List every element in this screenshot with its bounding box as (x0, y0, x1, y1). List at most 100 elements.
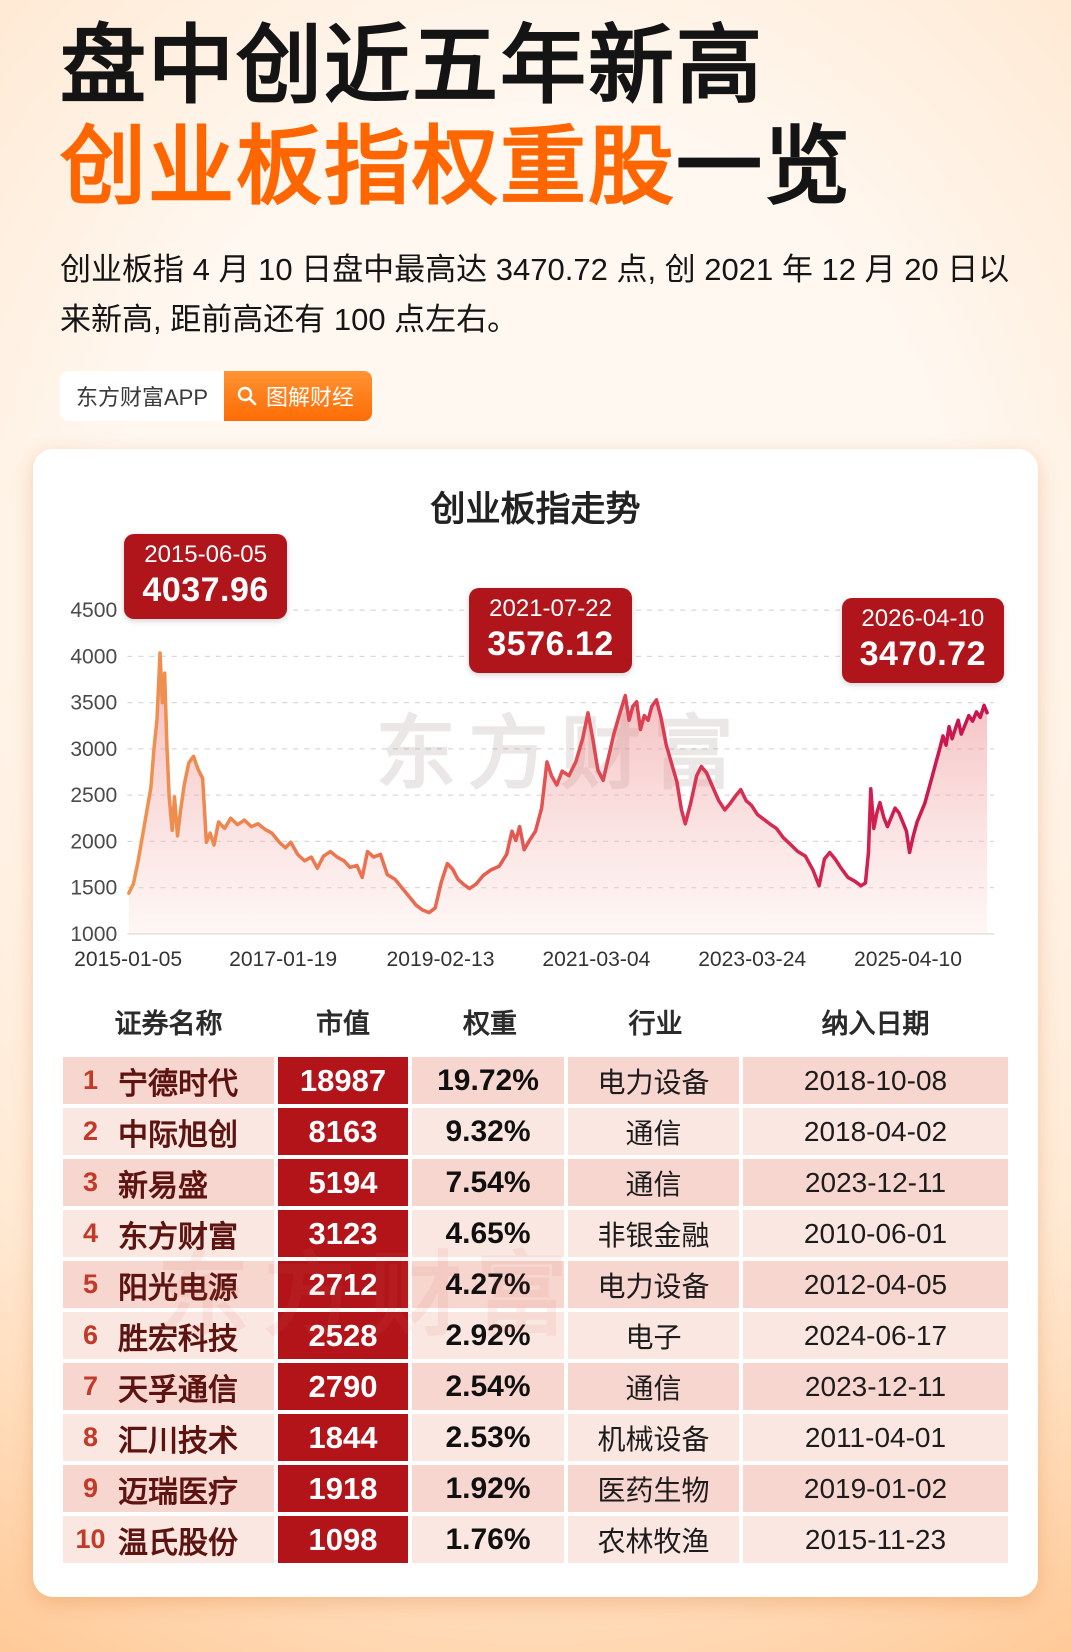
table-row: 5 阳光电源 2712 4.27% 电力设备 2012-04-05 (63, 1261, 1008, 1313)
channel-badge[interactable]: 图解财经 (224, 371, 373, 422)
stock-name-cell: 新易盛 (118, 1169, 208, 1203)
weight-cell: 9.32% (412, 1108, 568, 1156)
stock-name-cell: 中际旭创 (118, 1118, 238, 1152)
table-body: 1 宁德时代 18987 19.72% 电力设备 2018-10-08 2 中际… (63, 1057, 1008, 1568)
svg-text:2019-02-13: 2019-02-13 (387, 948, 495, 971)
annotation-2021-peak: 2021-07-22 3576.12 (469, 588, 632, 673)
svg-text:1000: 1000 (70, 923, 117, 946)
industry-cell: 通信 (568, 1363, 743, 1411)
market-cap-cell: 5194 (274, 1159, 412, 1207)
industry-cell: 农林牧渔 (568, 1516, 743, 1564)
inclusion-date-cell: 2011-04-01 (804, 1421, 947, 1453)
inclusion-date-cell: 2024-06-17 (803, 1319, 948, 1351)
inclusion-date-cell: 2023-12-11 (804, 1166, 947, 1198)
main-title: 盘中创近五年新高 创业板指权重股一览 (60, 16, 1011, 219)
weight-cell: 7.54% (412, 1159, 568, 1207)
rank-cell: 8 (82, 1422, 99, 1453)
rank-cell: 2 (82, 1116, 99, 1147)
svg-text:3000: 3000 (70, 738, 117, 761)
stock-name-cell: 东方财富 (118, 1220, 238, 1254)
table-row: 1 宁德时代 18987 19.72% 电力设备 2018-10-08 (63, 1057, 1008, 1109)
industry-cell: 通信 (568, 1108, 743, 1156)
app-name-badge[interactable]: 东方财富APP (60, 371, 225, 422)
annotation-latest-high: 2026-04-10 3470.72 (841, 598, 1004, 683)
weight-cell: 2.92% (412, 1312, 568, 1360)
annotation-value: 4037.96 (142, 570, 269, 609)
inclusion-date-cell: 2010-06-01 (803, 1217, 948, 1249)
weight-cell: 1.76% (412, 1516, 568, 1564)
market-cap-cell: 18987 (274, 1057, 412, 1105)
annotation-date: 2026-04-10 (861, 605, 985, 633)
table-row: 9 迈瑞医疗 1918 1.92% 医药生物 2019-01-02 (63, 1465, 1008, 1517)
industry-cell: 电子 (568, 1312, 743, 1360)
chart-title: 创业板指走势 (430, 490, 641, 530)
table-row: 10 温氏股份 1098 1.76% 农林牧渔 2015-11-23 (63, 1516, 1008, 1568)
main-title-line2-black: 一览 (676, 119, 852, 216)
svg-text:1500: 1500 (70, 877, 117, 900)
svg-text:2023-03-24: 2023-03-24 (698, 948, 806, 971)
stock-name-cell: 温氏股份 (118, 1526, 238, 1560)
header-inclusion-date: 纳入日期 (821, 1009, 930, 1040)
annotation-value: 3470.72 (859, 634, 986, 673)
industry-cell: 机械设备 (568, 1414, 743, 1462)
market-cap-cell: 2790 (274, 1363, 412, 1411)
header: 盘中创近五年新高 创业板指权重股一览 创业板指 4 月 10 日盘中最高达 34… (0, 16, 1071, 422)
market-cap-cell: 3123 (274, 1210, 412, 1258)
main-title-line1: 盘中创近五年新高 (60, 18, 764, 114)
industry-cell: 电力设备 (568, 1261, 743, 1309)
table-row: 6 胜宏科技 2528 2.92% 电子 2024-06-17 (63, 1312, 1008, 1364)
rank-cell: 7 (82, 1371, 99, 1402)
stock-name-cell: 胜宏科技 (118, 1322, 238, 1356)
svg-text:4000: 4000 (70, 646, 117, 669)
weight-cell: 1.92% (412, 1465, 568, 1513)
market-cap-cell: 1098 (274, 1516, 412, 1564)
svg-text:2000: 2000 (70, 831, 117, 854)
industry-cell: 医药生物 (568, 1465, 743, 1513)
trend-chart: 4500 4000 3500 3000 2500 2000 1500 1000 2015-01-… (63, 534, 1008, 974)
inclusion-date-cell: 2015-11-23 (804, 1523, 947, 1555)
svg-text:2500: 2500 (70, 785, 117, 808)
weights-table: 证券名称 市值 权重 行业 纳入日期 1 宁德时代 18987 19.72% 电… (63, 990, 1008, 1568)
inclusion-date-cell: 2018-04-02 (803, 1115, 948, 1147)
rank-cell: 9 (82, 1473, 99, 1504)
trend-chart-svg: 4500 4000 3500 3000 2500 2000 1500 10002015-01-… (70, 600, 994, 971)
weight-cell: 19.72% (412, 1057, 568, 1105)
industry-cell: 通信 (568, 1159, 743, 1207)
channel-badge-label: 图解财经 (266, 385, 355, 411)
table-row: 4 东方财富 3123 4.65% 非银金融 2010-06-01 (63, 1210, 1008, 1262)
svg-text:2017-01-19: 2017-01-19 (229, 948, 337, 971)
annotation-value: 3576.12 (487, 624, 614, 663)
annotation-date: 2021-07-22 (489, 595, 612, 623)
industry-cell: 非银金融 (568, 1210, 743, 1258)
table-row: 2 中际旭创 8163 9.32% 通信 2018-04-02 (63, 1108, 1008, 1160)
annotation-2015-peak: 2015-06-05 4037.96 (124, 534, 287, 619)
weight-cell: 2.54% (412, 1363, 568, 1411)
market-cap-cell: 2528 (274, 1312, 412, 1360)
header-market-cap: 市值 (316, 1009, 370, 1040)
stock-name-cell: 汇川技术 (118, 1424, 238, 1458)
svg-text:4500: 4500 (70, 600, 117, 623)
svg-text:3500: 3500 (70, 692, 117, 715)
svg-text:2015-01-05: 2015-01-05 (74, 948, 182, 971)
weight-cell: 4.65% (412, 1210, 568, 1258)
inclusion-date-cell: 2023-12-11 (804, 1370, 947, 1402)
search-icon (237, 387, 257, 406)
main-title-line2-orange: 创业板指权重股 (60, 119, 676, 216)
inclusion-date-cell: 2012-04-05 (803, 1268, 948, 1300)
table-row: 7 天孚通信 2790 2.54% 通信 2023-12-11 (63, 1363, 1008, 1415)
market-cap-cell: 8163 (274, 1108, 412, 1156)
content-card: 创业板指走势 4500 4000 3500 3000 2500 2000 1500 1000 2… (33, 449, 1038, 1598)
market-cap-cell: 1918 (274, 1465, 412, 1513)
table-header: 证券名称 市值 权重 行业 纳入日期 (63, 990, 1008, 1057)
annotation-date: 2015-06-05 (144, 541, 267, 569)
industry-cell: 电力设备 (568, 1057, 743, 1105)
stock-name-cell: 宁德时代 (118, 1067, 238, 1101)
rank-cell: 6 (82, 1320, 99, 1351)
table-row: 8 汇川技术 1844 2.53% 机械设备 2011-04-01 (63, 1414, 1008, 1466)
rank-cell: 4 (82, 1218, 99, 1249)
header-stock-name: 证券名称 (114, 1009, 223, 1040)
subtitle: 创业板指 4 月 10 日盘中最高达 3470.72 点, 创 2021 年 1… (60, 251, 1010, 338)
rank-cell: 5 (82, 1269, 99, 1300)
svg-text:2025-04-10: 2025-04-10 (854, 948, 962, 971)
